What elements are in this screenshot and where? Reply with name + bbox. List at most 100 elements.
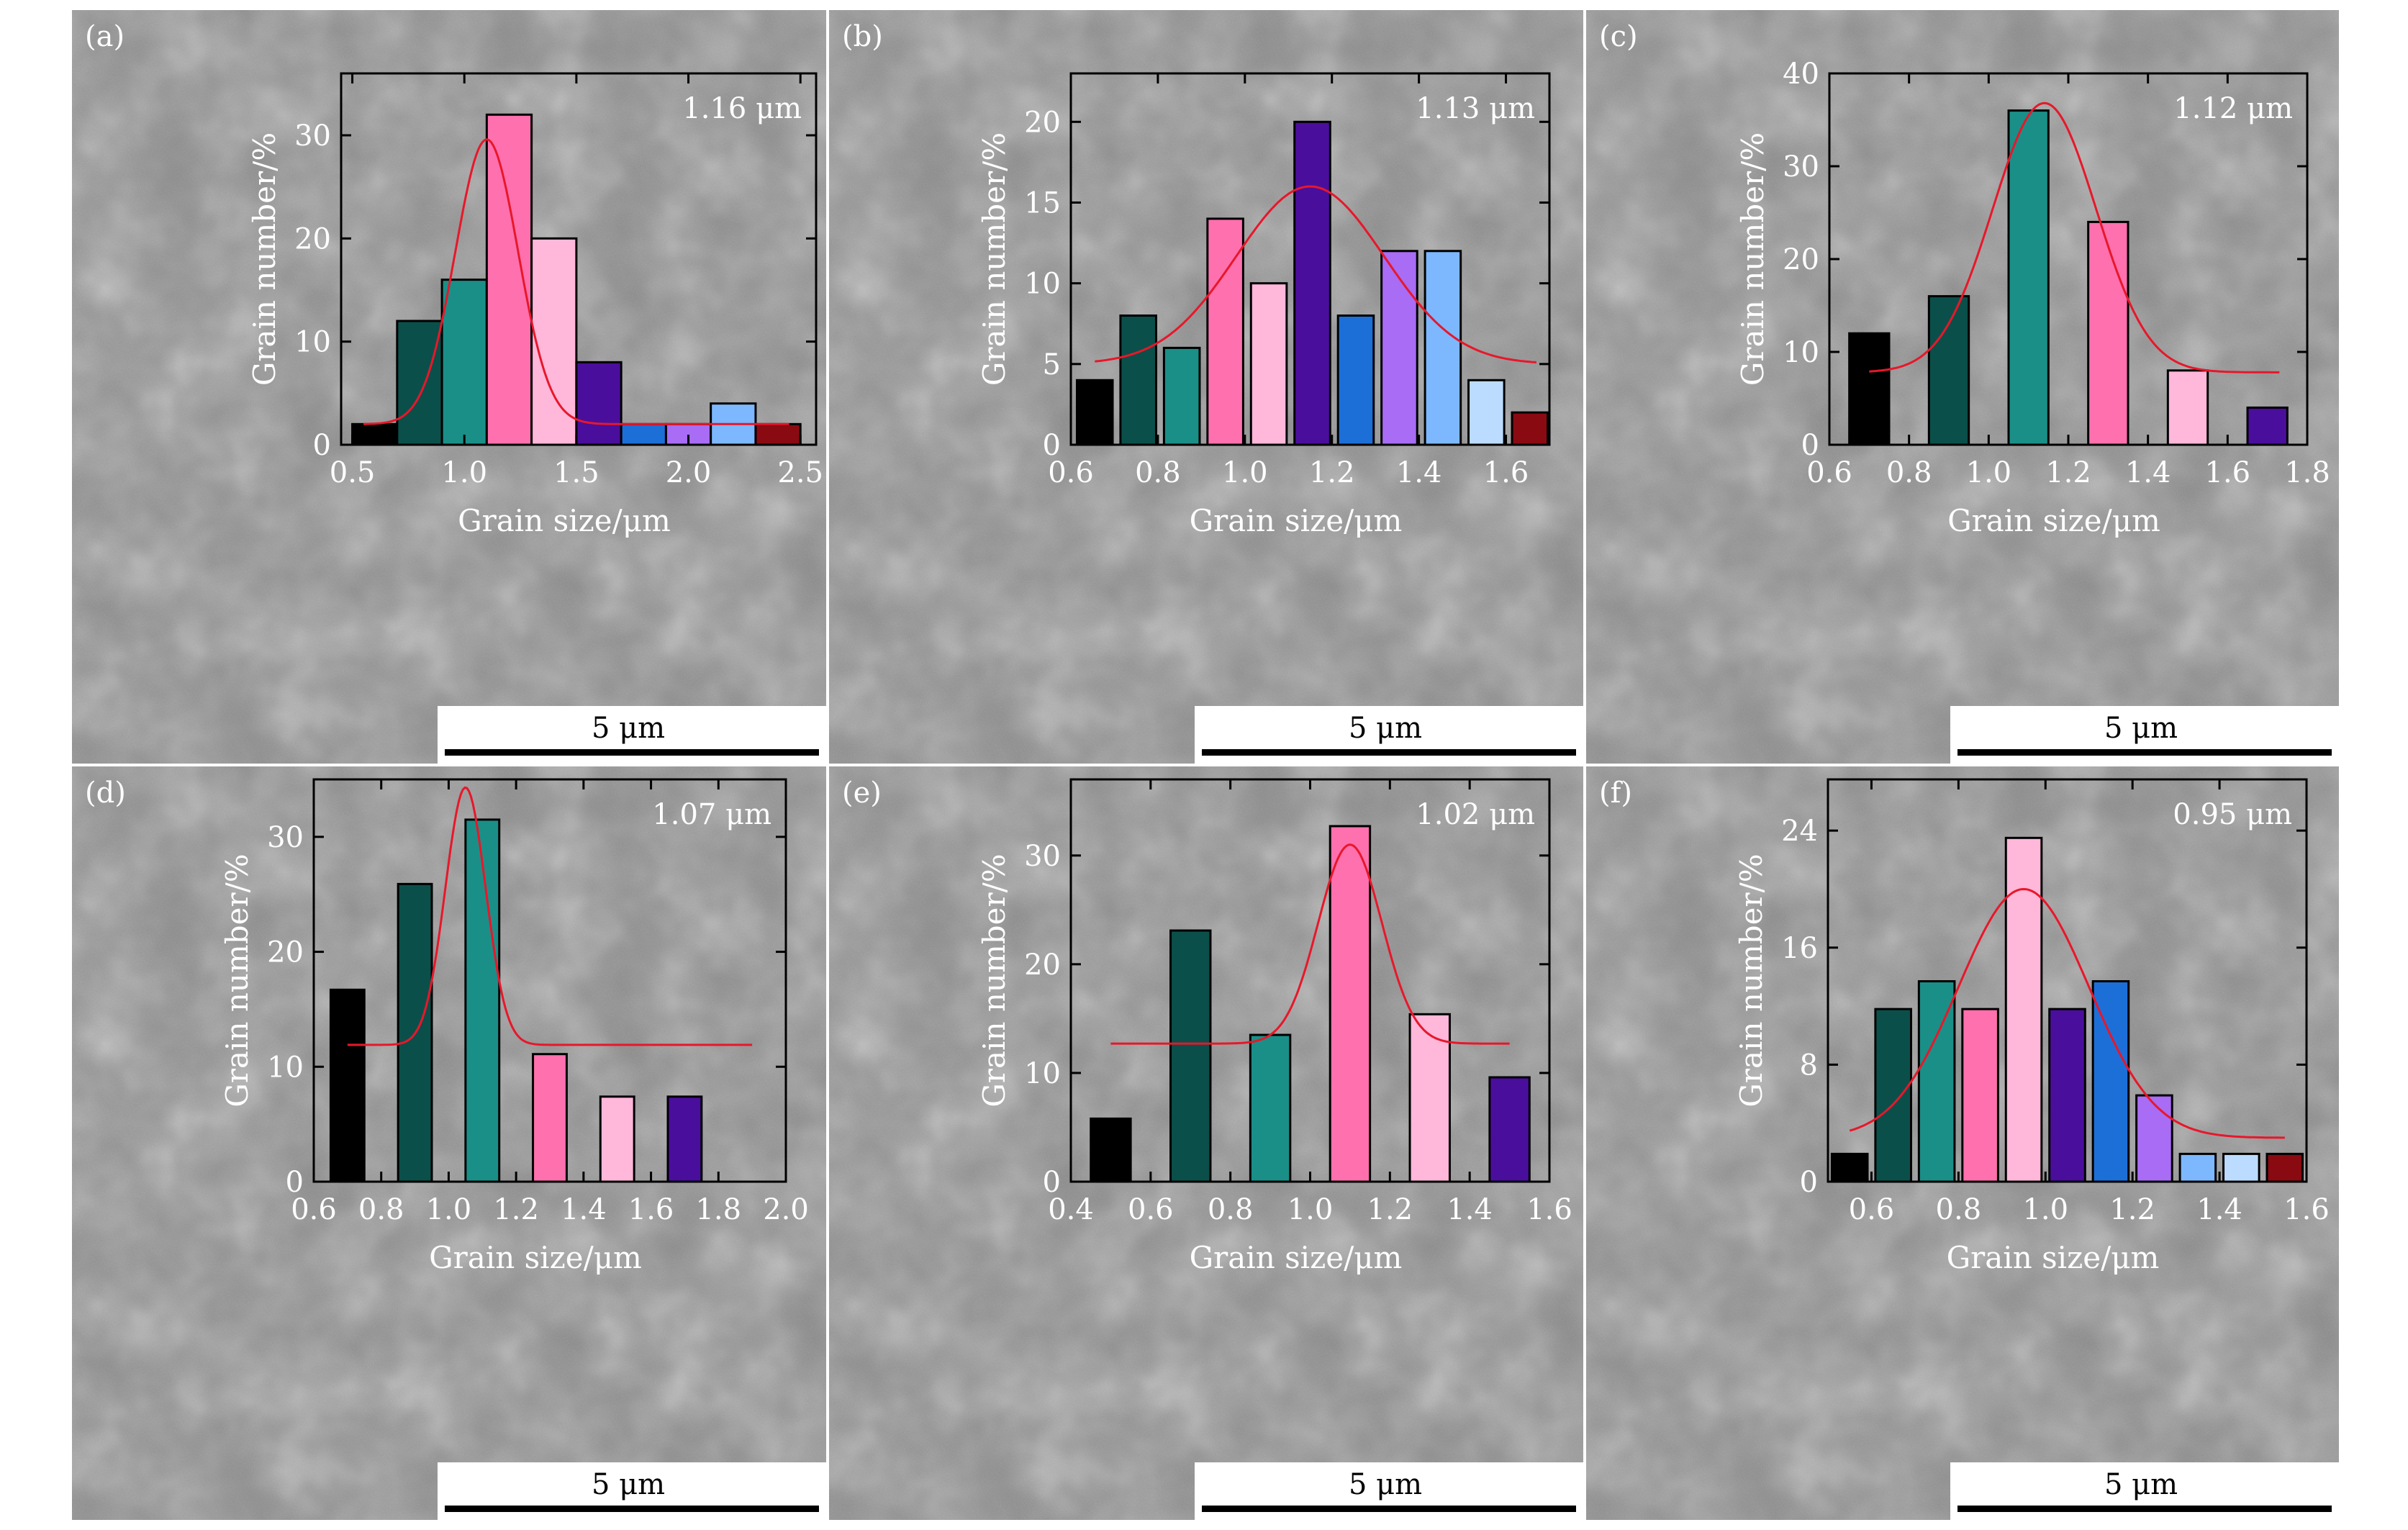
histogram-bar — [2222, 1152, 2260, 1183]
panel-label: (c) — [1599, 20, 1638, 53]
x-tick-label: 0.6 — [1806, 456, 1852, 489]
histogram-bar — [329, 988, 366, 1183]
panel-label: (a) — [85, 20, 125, 53]
x-tick-label: 1.4 — [1396, 456, 1442, 489]
scale-bar-line — [445, 1506, 819, 1512]
mean-size-annotation: 1.02 μm — [1416, 798, 1535, 831]
histogram-bar — [1927, 295, 1970, 446]
x-tick-label: 1.6 — [628, 1193, 674, 1226]
sem-image-noise — [72, 766, 826, 1520]
histogram-bar — [599, 1095, 635, 1183]
x-tick-label: 1.2 — [1367, 1193, 1413, 1226]
histogram-bar — [2004, 836, 2043, 1183]
panel-label: (d) — [85, 777, 126, 810]
panel-label: (b) — [842, 20, 883, 53]
histogram-bar — [1467, 379, 1506, 446]
histogram-bar — [396, 320, 443, 446]
gaussian-fit-line — [363, 138, 789, 425]
x-tick-label: 2.0 — [763, 1193, 809, 1226]
x-tick-label: 0.8 — [1936, 1193, 1982, 1226]
histogram-bar — [1206, 217, 1244, 446]
x-tick-label: 1.6 — [2205, 456, 2251, 489]
x-tick-label: 2.0 — [666, 456, 712, 489]
histogram-bar — [575, 361, 623, 446]
scale-bar-label: 5 μm — [1349, 1468, 1422, 1501]
gaussian-fit-line — [1849, 887, 2285, 1139]
histogram-bar — [530, 237, 578, 446]
x-tick-label: 1.0 — [2022, 1193, 2068, 1226]
histogram-bar — [351, 422, 399, 446]
panel-e: (e) 5 μm 0.4 0.6 0.8 1.0 1.2 1.4 1.6 0 10 20 30 Grain… — [829, 766, 1583, 1520]
y-axis-title: Grain number/% — [1734, 854, 1769, 1107]
y-tick-label: 24 — [1781, 815, 1818, 848]
x-tick-label: 1.6 — [1526, 1193, 1572, 1226]
histogram-bar — [2266, 1152, 2304, 1183]
x-axis-title: Grain size/μm — [1190, 1240, 1403, 1275]
x-tick-label: 1.4 — [2125, 456, 2171, 489]
y-tick-label: 10 — [1024, 268, 1061, 301]
histogram-bar — [464, 818, 501, 1183]
y-tick-label: 30 — [1024, 840, 1061, 873]
x-tick-label: 1.2 — [1309, 456, 1355, 489]
x-tick-label: 1.4 — [1447, 1193, 1493, 1226]
x-tick-label: 1.0 — [441, 456, 487, 489]
x-axis-title: Grain size/μm — [1947, 503, 2160, 538]
scale-bar-line — [1202, 1506, 1576, 1512]
panel-c: (c) 5 μm 0.6 0.8 1.0 1.2 1.4 1.6 1.8 0 10 20 30 40 Gra… — [1586, 10, 2339, 764]
y-tick-label: 0 — [313, 429, 331, 462]
x-tick-label: 0.6 — [1048, 456, 1094, 489]
x-tick-label: 1.4 — [561, 1193, 607, 1226]
histogram-bar — [1488, 1076, 1531, 1183]
x-tick-label: 1.8 — [2284, 456, 2330, 489]
x-tick-label: 1.6 — [1483, 456, 1529, 489]
y-tick-label: 0 — [286, 1166, 304, 1199]
x-tick-label: 1.6 — [2283, 1193, 2330, 1226]
histogram-bar — [2246, 406, 2289, 446]
histogram-bar — [2087, 220, 2129, 446]
histogram-bar — [1119, 314, 1157, 446]
x-tick-label: 1.5 — [553, 456, 599, 489]
histogram-bar — [1075, 379, 1114, 446]
panel-f: (f) 5 μm 0.6 0.8 1.0 1.2 1.4 1.6 0 8 16 24 Grain siz… — [1586, 766, 2339, 1520]
histogram-bar — [1380, 250, 1418, 446]
x-axis-title: Grain size/μm — [1190, 503, 1403, 538]
x-axis-title: Grain size/μm — [429, 1240, 642, 1275]
panel-d: (d) 5 μm 0.6 0.8 1.0 1.2 1.4 1.6 1.8 2.0 0 10 20 30 Gr… — [72, 766, 826, 1520]
panel-label: (f) — [1599, 777, 1632, 810]
x-tick-label: 1.2 — [493, 1193, 539, 1226]
histogram-bar — [754, 422, 802, 446]
y-tick-label: 40 — [1783, 58, 1819, 91]
histogram-bar — [485, 113, 533, 446]
x-tick-label: 0.4 — [1048, 1193, 1094, 1226]
panel-label: (e) — [842, 777, 882, 810]
histogram-bar — [1917, 980, 1956, 1183]
y-tick-label: 8 — [1800, 1049, 1818, 1082]
scale-bar-label: 5 μm — [2104, 1468, 2178, 1501]
y-tick-label: 20 — [294, 222, 331, 255]
x-tick-label: 1.2 — [2045, 456, 2091, 489]
histogram-bar — [2007, 109, 2050, 446]
x-tick-label: 1.0 — [426, 1193, 472, 1226]
y-tick-label: 15 — [1024, 186, 1061, 219]
y-tick-label: 10 — [1024, 1057, 1061, 1090]
histogram-bar — [1329, 825, 1372, 1183]
y-tick-label: 0 — [1801, 429, 1819, 462]
histogram-bar — [2135, 1094, 2173, 1183]
x-tick-label: 1.2 — [2109, 1193, 2155, 1226]
histogram-bar — [1961, 1008, 1999, 1183]
histogram-bar — [1408, 1013, 1451, 1183]
y-tick-label: 10 — [294, 326, 331, 359]
histogram-bar — [1423, 250, 1462, 446]
gaussian-fit-line — [1095, 185, 1536, 363]
histogram-bar — [440, 279, 488, 446]
histogram-bar — [1162, 346, 1201, 446]
x-tick-label: 1.0 — [1287, 1193, 1334, 1226]
histogram-bar — [2166, 369, 2209, 446]
y-tick-label: 20 — [267, 936, 304, 969]
mean-size-annotation: 1.16 μm — [682, 92, 802, 125]
histogram-bar — [2178, 1152, 2217, 1183]
x-tick-label: 0.6 — [1128, 1193, 1174, 1226]
y-tick-label: 0 — [1800, 1166, 1818, 1199]
gaussian-fit-line — [1869, 101, 2280, 374]
x-tick-label: 1.8 — [695, 1193, 741, 1226]
